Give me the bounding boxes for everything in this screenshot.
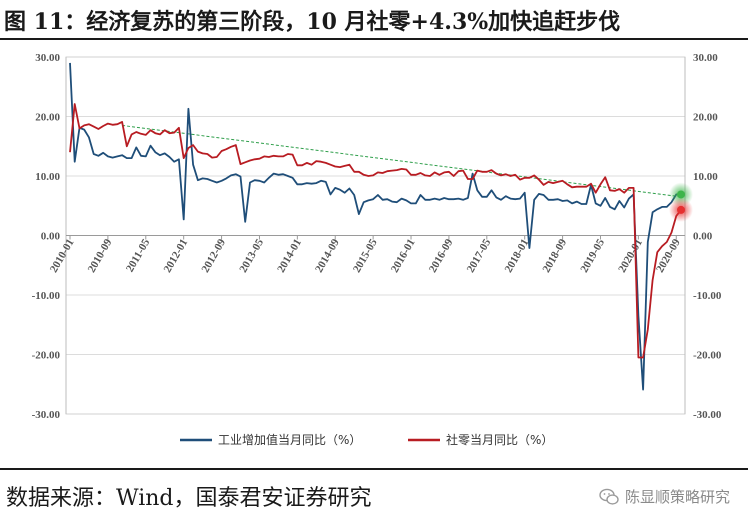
legend: 工业增加值当月同比（%） 社零当月同比（%） <box>180 432 553 447</box>
y-tick-label-left: 0.00 <box>41 231 61 243</box>
y-tick-label-left: -10.00 <box>32 290 61 302</box>
figure-title: 图 11：经济复苏的第三阶段，10 月社零+4.3%加快追赶步伐 <box>4 9 621 35</box>
series-line-retail <box>69 103 682 359</box>
line-chart: 30.00 20.00 10.00 0.00 -10.00 -20.00 -30.00 30… <box>32 52 722 447</box>
y-tick-label-left: 10.00 <box>35 171 60 183</box>
figure-footer: 数据来源：Wind，国泰君安证券研究 陈显顺策略研究 <box>0 468 748 520</box>
y-tick-label-left: 30.00 <box>35 52 60 64</box>
watermark-text: 陈显顺策略研究 <box>624 488 730 506</box>
y-tick-label-right: -30.00 <box>693 409 722 421</box>
y-tick-label-left: -30.00 <box>32 409 61 421</box>
series-line-industrial <box>69 62 681 391</box>
wechat-icon <box>599 488 619 505</box>
y-tick-label-right: -10.00 <box>693 290 722 302</box>
y-tick-label-right: -20.00 <box>693 350 722 362</box>
legend-label: 社零当月同比（%） <box>446 432 553 447</box>
data-source: 数据来源：Wind，国泰君安证券研究 <box>6 486 372 511</box>
highlight-markers <box>669 182 693 222</box>
watermark: 陈显顺策略研究 <box>599 486 730 507</box>
figure-title-bar: 图 11：经济复苏的第三阶段，10 月社零+4.3%加快追赶步伐 <box>0 0 748 40</box>
gridlines <box>66 56 685 415</box>
legend-label: 工业增加值当月同比（%） <box>218 432 361 447</box>
y-tick-label-left: 20.00 <box>35 112 60 124</box>
y-tick-label-right: 20.00 <box>693 112 718 124</box>
y-tick-label-right: 10.00 <box>693 171 718 183</box>
y-tick-label-right: 0.00 <box>693 231 713 243</box>
series-lines <box>69 62 682 391</box>
highlight-dot <box>677 205 685 214</box>
y-tick-label-right: 30.00 <box>693 52 718 64</box>
highlight-dot <box>677 190 685 199</box>
trend-line <box>122 124 682 198</box>
y-tick-label-left: -20.00 <box>32 350 61 362</box>
y-axis-right: 30.00 20.00 10.00 0.00 -10.00 -20.00 -30.00 <box>684 52 722 421</box>
y-axis-left: 30.00 20.00 10.00 0.00 -10.00 -20.00 -30.00 <box>32 52 67 421</box>
trend-line-segment <box>122 124 682 198</box>
